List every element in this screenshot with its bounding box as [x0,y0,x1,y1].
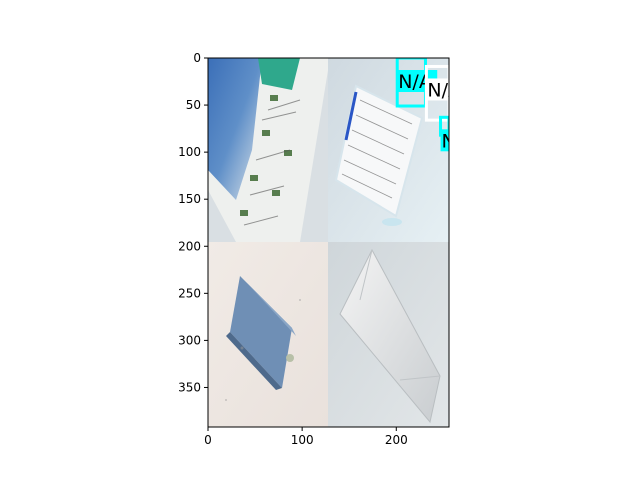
y-tick-label: 300 [178,333,201,347]
tile-bottom-right [328,242,449,427]
tile-top-right [328,58,449,242]
annotation-label-bg [440,129,449,152]
plot-area: N/AN/A N [208,58,461,427]
annotation-layer: N/AN/A N [395,58,461,152]
tile-bottom-left [208,242,328,427]
y-tick-label: 0 [193,51,201,65]
x-tick-label: 0 [204,433,212,447]
x-axis: 0 100 200 [204,427,408,447]
y-axis: 0 50 100 150 200 250 300 350 [178,51,208,394]
annotation-label-bg [426,78,449,101]
y-tick-label: 200 [178,239,201,253]
y-tick-label: 150 [178,192,201,206]
annotation-label: N/A [427,79,461,101]
y-tick-label: 250 [178,286,201,300]
x-tick-label: 100 [291,433,314,447]
tile-top-left [208,58,330,242]
annotation-label: N/A [398,71,432,93]
y-tick-label: 100 [178,145,201,159]
x-tick-label: 200 [385,433,408,447]
y-tick-label: 350 [178,380,201,394]
y-tick-label: 50 [186,98,201,112]
annotation-label: N [442,130,456,152]
axes-frame [207,57,450,428]
